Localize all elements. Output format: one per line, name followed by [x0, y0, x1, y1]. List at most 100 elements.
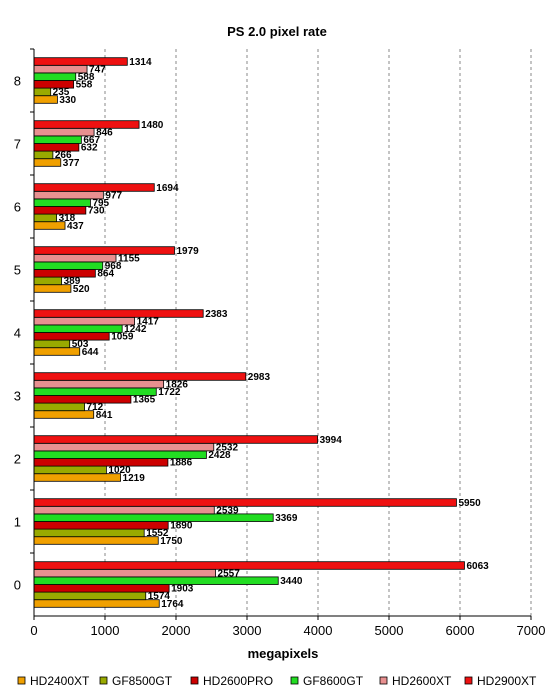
data-label: 318: [59, 213, 76, 224]
data-label: 1242: [124, 324, 147, 335]
bar: [33, 521, 169, 530]
data-label: 632: [81, 143, 98, 154]
bar: [33, 339, 71, 349]
y-tick-label: 2: [14, 452, 21, 467]
bar: [33, 465, 107, 475]
data-label: 2539: [216, 505, 239, 516]
bar: [33, 309, 204, 318]
legend-label: HD2600PRO: [203, 674, 273, 688]
data-label: 1059: [111, 332, 134, 343]
data-label: 558: [76, 80, 93, 91]
x-tick-label: 5000: [375, 623, 404, 638]
bar: [33, 213, 57, 223]
bar: [33, 316, 136, 326]
data-label: 520: [73, 284, 90, 295]
data-label: 864: [97, 269, 114, 280]
data-label: 5950: [458, 498, 481, 509]
data-label: 6063: [466, 561, 489, 572]
data-label: 841: [96, 410, 113, 421]
bar: [33, 568, 216, 578]
data-label: 235: [53, 87, 70, 98]
data-label: 1903: [171, 584, 194, 595]
bar: [33, 561, 465, 570]
legend-label: HD2400XT: [30, 674, 90, 688]
bar: [33, 395, 132, 404]
data-label: 1480: [141, 120, 164, 131]
bar: [33, 584, 170, 593]
legend-label: GF8600GT: [303, 674, 364, 688]
legend-label: HD2900XT: [477, 674, 537, 688]
y-tick-label: 7: [14, 137, 21, 152]
bar: [33, 387, 157, 396]
bar: [33, 206, 87, 215]
bar: [33, 57, 128, 66]
bar: [33, 576, 279, 585]
data-label: 1365: [133, 395, 156, 406]
bar: [33, 379, 165, 389]
bar: [33, 332, 110, 341]
data-label: 389: [64, 276, 81, 287]
bar: [33, 198, 91, 207]
data-label: 3440: [280, 576, 303, 587]
y-tick-label: 5: [14, 263, 21, 278]
data-label: 2532: [216, 442, 239, 453]
bar: [33, 261, 104, 270]
chart-title: PS 2.0 pixel rate: [227, 24, 327, 39]
x-tick-label: 4000: [304, 623, 333, 638]
data-label: 1886: [170, 458, 193, 469]
x-tick-label: 1000: [91, 623, 120, 638]
data-label: 1890: [170, 521, 193, 532]
bar: [33, 435, 318, 444]
bar: [33, 150, 54, 160]
bar: [33, 253, 117, 263]
data-label: 977: [105, 190, 122, 201]
data-label: 2983: [248, 372, 271, 383]
bar: [33, 536, 159, 545]
data-label: 1219: [123, 473, 146, 484]
data-label: 2557: [218, 568, 241, 579]
bar: [33, 324, 123, 333]
data-label: 667: [83, 135, 100, 146]
data-label: 1826: [166, 379, 189, 390]
data-label: 795: [92, 198, 109, 209]
x-tick-label: 3000: [233, 623, 262, 638]
bar: [33, 372, 247, 381]
y-tick-label: 1: [14, 515, 21, 530]
data-label: 1722: [158, 387, 181, 398]
data-label: 730: [88, 206, 105, 217]
data-label: 377: [63, 158, 80, 169]
data-label: 1155: [118, 253, 140, 264]
x-tick-label: 6000: [446, 623, 475, 638]
y-tick-label: 0: [14, 578, 21, 593]
bar: [33, 276, 63, 286]
bar: [33, 410, 95, 419]
data-label: 3994: [320, 435, 343, 446]
x-axis-label: megapixels: [248, 646, 319, 661]
data-label: 1552: [146, 528, 169, 539]
bar: [33, 458, 169, 467]
bar: [33, 591, 147, 601]
data-label: 1020: [108, 465, 131, 476]
legend-swatch: [99, 676, 108, 685]
data-label: 330: [59, 95, 76, 106]
data-label: 712: [87, 402, 104, 413]
x-tick-label: 0: [30, 623, 37, 638]
axes: 0 1000 2000 3000 4000 5000 6000 7000 0 1 2 3 4 5 6 7 8: [14, 48, 545, 638]
bar: [33, 246, 175, 255]
legend-swatch: [190, 676, 199, 685]
bar: [33, 528, 145, 538]
bar: [33, 80, 75, 89]
bar: [33, 450, 207, 459]
bar: [33, 599, 160, 608]
bar: [33, 269, 96, 278]
legend-label: HD2600XT: [392, 674, 452, 688]
legend-swatch: [17, 676, 26, 685]
data-label: 503: [72, 339, 89, 350]
bar: [33, 402, 85, 412]
bar: [33, 127, 95, 137]
data-label: 2428: [208, 450, 231, 461]
bar: [33, 143, 80, 152]
data-label: 644: [82, 347, 99, 358]
legend-swatch: [290, 676, 299, 685]
